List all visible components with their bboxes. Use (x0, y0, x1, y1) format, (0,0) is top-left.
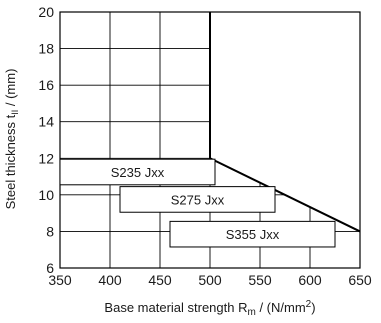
x-tick-label-500: 500 (198, 272, 222, 288)
limit-boundary-line (209, 12, 361, 233)
y-axis-label-subscript: II (10, 110, 20, 115)
y-tick-labels: 6 8 10 12 14 16 18 20 (38, 4, 54, 276)
x-axis-label-superscript: 2 (306, 299, 312, 310)
y-axis-label-prefix: Steel thickness t (3, 114, 18, 209)
x-tick-label-600: 600 (298, 272, 322, 288)
region-box-3 (169, 220, 336, 248)
y-tick-label-16: 16 (38, 77, 54, 93)
x-tick-label-400: 400 (98, 272, 122, 288)
x-axis-label-prefix: Base material strength R (104, 300, 247, 315)
y-tick-label-12: 12 (38, 150, 54, 166)
y-tick-label-8: 8 (46, 223, 54, 239)
x-tick-label-350: 350 (48, 272, 72, 288)
y-axis-label: Steel thickness tII / (mm) (3, 69, 20, 210)
region-label-2: S275 Jxx (171, 192, 225, 207)
y-tick-label-18: 18 (38, 41, 54, 57)
x-tick-label-650: 650 (348, 272, 372, 288)
boundary-layer (209, 12, 361, 233)
y-tick-label-10: 10 (38, 187, 54, 203)
region-label-1: S235 Jxx (111, 165, 165, 180)
region-box-1 (59, 158, 216, 186)
y-axis-label-suffix: / (mm) (3, 69, 18, 110)
region-label-3: S355 Jxx (226, 227, 280, 242)
grade-regions: S235 Jxx S275 Jxx S355 Jxx (59, 158, 336, 248)
y-tick-label-20: 20 (38, 4, 54, 20)
region-box-2 (119, 186, 276, 213)
x-axis-label-suffix: / (N/mm (256, 300, 306, 315)
plot-frame (59, 11, 361, 269)
y-tick-label-6: 6 (46, 260, 54, 276)
x-tick-label-550: 550 (248, 272, 272, 288)
x-axis-label: Base material strength Rm / (N/mm2) (104, 299, 315, 318)
x-tick-label-450: 450 (148, 272, 172, 288)
x-axis-label-subscript: m (248, 307, 256, 318)
x-axis-label-close: ) (311, 300, 315, 315)
y-tick-label-14: 14 (38, 114, 54, 130)
x-tick-labels: 350 400 450 500 550 600 650 (48, 272, 372, 288)
